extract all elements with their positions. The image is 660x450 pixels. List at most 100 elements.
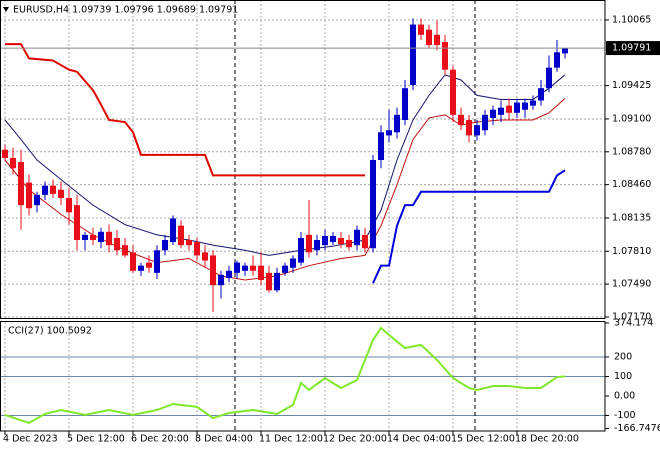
candle-body	[58, 189, 64, 198]
y-tick-label: 0.00	[614, 390, 635, 401]
candle-body	[154, 250, 160, 273]
y-tick-label: 1.07490	[612, 279, 651, 290]
x-tick-label: 11 Dec 12:00	[259, 434, 323, 445]
candle-body	[386, 130, 392, 136]
candle-body	[194, 242, 200, 256]
indicator-line	[4, 74, 566, 256]
candle-body	[266, 272, 272, 291]
candle-body	[34, 194, 40, 206]
y-tick-label: -100	[614, 410, 636, 421]
y-tick-label: 200	[614, 351, 632, 362]
x-tick-label: 6 Dec 20:00	[131, 434, 189, 445]
candle-body	[122, 245, 128, 256]
candle-body	[74, 205, 80, 241]
candle-body	[442, 42, 448, 70]
candle-body	[474, 125, 480, 136]
candle-body	[490, 109, 496, 118]
candle-body	[530, 100, 536, 106]
candle-body	[514, 102, 520, 113]
candle-body	[546, 67, 552, 89]
candle-body	[10, 157, 16, 169]
y-tick-label: 1.09100	[612, 113, 651, 124]
candle-body	[18, 162, 24, 206]
labels-layer: 1.10065 1.09425 1.09100 1.08780 1.08460 1.081…	[3, 14, 660, 445]
y-tick-label: 1.09425	[612, 80, 651, 91]
y-tick-label: 1.10065	[612, 14, 651, 25]
y-tick-label: -166.7476	[614, 423, 660, 434]
y-tick-label: 100	[614, 371, 632, 382]
candle-body	[314, 240, 320, 251]
x-tick-label: 15 Dec 12:00	[451, 434, 515, 445]
candle-body	[434, 34, 440, 46]
candle-body	[426, 29, 432, 46]
indicator-line	[372, 169, 566, 284]
x-tick-label: 4 Dec 2023	[3, 434, 58, 445]
candle-body	[498, 107, 504, 115]
candle-body	[82, 234, 88, 241]
candle-body	[394, 114, 400, 133]
marks-layer	[0, 18, 605, 424]
candle-body	[234, 262, 240, 273]
candle-body	[130, 252, 136, 271]
candle-body	[378, 132, 384, 160]
candle-body	[98, 231, 104, 243]
x-tick-label: 12 Dec 20:00	[323, 434, 387, 445]
last-price-box	[606, 41, 660, 56]
candle-body	[186, 240, 192, 246]
main-frame	[0, 0, 606, 319]
title-arrow	[3, 7, 9, 12]
candle-body	[202, 252, 208, 261]
candle-body	[362, 234, 368, 249]
indicator-line	[4, 326, 566, 424]
candle-body	[218, 274, 224, 286]
candle-body	[346, 240, 352, 248]
candle-body	[554, 52, 560, 68]
candle-body	[146, 262, 152, 268]
candle-body	[402, 88, 408, 120]
candle-body	[178, 225, 184, 246]
candle-body	[26, 182, 32, 209]
y-tick-label: 1.07170	[612, 311, 651, 322]
candle-body	[274, 272, 280, 291]
candle-body	[250, 265, 256, 271]
candle-body	[370, 160, 376, 249]
candle-body	[322, 235, 328, 246]
x-tick-label: 8 Dec 04:00	[195, 434, 253, 445]
x-tick-label: 14 Dec 04:00	[387, 434, 451, 445]
candle-body	[226, 270, 232, 278]
candle-body	[522, 102, 528, 110]
y-tick-label: 1.07810	[612, 246, 651, 257]
candle-body	[42, 185, 48, 195]
candle-body	[482, 114, 488, 131]
candle-body	[282, 265, 288, 273]
candle-body	[506, 105, 512, 113]
y-tick-label: 374.174	[614, 318, 653, 329]
indicator-line	[5, 43, 365, 177]
candle-body	[306, 234, 312, 253]
chart-title: EURUSD,H4 1.09739 1.09796 1.09689 1.0979…	[13, 5, 238, 16]
y-tick-label: 1.08460	[612, 179, 651, 190]
x-tick-label: 18 Dec 20:00	[515, 434, 579, 445]
candle-body	[290, 258, 296, 268]
candle-body	[410, 24, 416, 86]
x-tick-label: 5 Dec 12:00	[67, 434, 125, 445]
candle-body	[418, 24, 424, 35]
candle-body	[106, 231, 112, 246]
candle-body	[330, 235, 336, 243]
candle-body	[66, 197, 72, 213]
candle-body	[170, 218, 176, 243]
y-tick-label: 1.08780	[612, 146, 651, 157]
candle-body	[298, 237, 304, 263]
candle-body	[458, 114, 464, 126]
candle-body	[114, 237, 120, 251]
candle-body	[2, 149, 8, 158]
candle-body	[210, 255, 216, 286]
candle-body	[242, 265, 248, 271]
candle-body	[466, 119, 472, 136]
candle-body	[562, 48, 568, 54]
candle-body	[90, 234, 96, 241]
candle-body	[338, 237, 344, 245]
candle-body	[258, 265, 264, 281]
